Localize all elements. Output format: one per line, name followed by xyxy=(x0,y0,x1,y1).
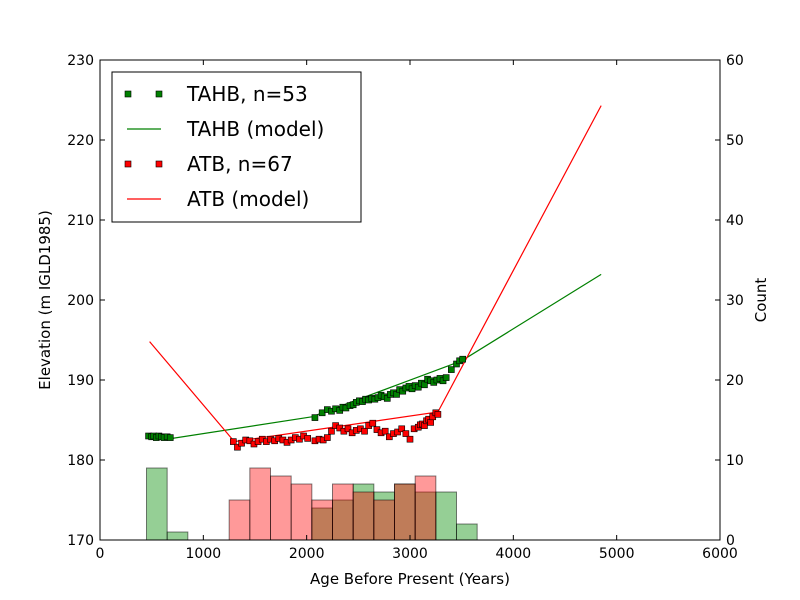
x-tick-label: 6000 xyxy=(702,546,738,562)
model-line xyxy=(149,273,602,440)
histogram-bar xyxy=(456,523,478,541)
x-tick-label: 4000 xyxy=(496,546,532,562)
histogram-bar xyxy=(146,467,168,541)
legend: TAHB, n=53 TAHB (model) ATB, n=67 ATB (mode… xyxy=(111,71,362,223)
histogram-bar xyxy=(166,531,189,541)
axes-layer: 0 1000 2000 3000 4000 5000 6000170180190200210… xyxy=(67,53,744,562)
data-point xyxy=(230,438,237,445)
y-tick-label: 180 xyxy=(67,453,94,469)
data-point xyxy=(166,434,174,441)
legend-marker xyxy=(155,90,163,98)
y2-tick-label: 10 xyxy=(726,453,744,469)
histogram-bar xyxy=(352,491,375,541)
data-point xyxy=(406,435,414,443)
y-tick-label: 220 xyxy=(67,133,94,149)
y2-tick-label: 50 xyxy=(726,133,744,149)
legend-marker xyxy=(124,160,132,168)
histogram-bar xyxy=(394,483,416,541)
x-tick-label: 1000 xyxy=(186,546,222,562)
histogram-bar xyxy=(270,475,292,541)
legend-label: TAHB (model) xyxy=(186,117,324,141)
histogram-bar xyxy=(290,483,313,541)
data-point xyxy=(311,414,319,421)
histogram-bar xyxy=(332,483,354,541)
data-point xyxy=(328,427,335,435)
data-point xyxy=(402,430,410,437)
y2-tick-label: 20 xyxy=(726,373,744,389)
legend-marker xyxy=(155,160,163,168)
y-tick-label: 210 xyxy=(67,213,94,229)
data-point xyxy=(442,374,450,381)
x-tick-label: 3000 xyxy=(392,546,428,562)
y-axis-label: Elevation (m IGLD1985) xyxy=(36,210,54,390)
x-axis-label: Age Before Present (Years) xyxy=(310,570,510,588)
histogram-bar xyxy=(311,499,334,541)
x-tick-label: 0 xyxy=(96,546,105,562)
data-point xyxy=(369,419,377,427)
y-tick-label: 200 xyxy=(67,293,94,309)
points-layer xyxy=(145,355,467,451)
x-tick-label: 2000 xyxy=(289,546,325,562)
data-point xyxy=(304,435,312,442)
data-point xyxy=(421,381,428,389)
x-tick-label: 5000 xyxy=(599,546,635,562)
histogram-layer xyxy=(146,467,478,541)
y2-tick-label: 60 xyxy=(726,53,744,69)
y2-axis-label: Count xyxy=(752,278,770,323)
data-point xyxy=(234,443,241,451)
legend-box xyxy=(111,71,362,223)
y-tick-label: 170 xyxy=(67,533,94,549)
histogram-bar xyxy=(414,475,437,541)
y-tick-label: 190 xyxy=(67,373,94,389)
y2-tick-label: 40 xyxy=(726,213,744,229)
y2-tick-label: 30 xyxy=(726,293,744,309)
data-point xyxy=(448,366,455,373)
data-point xyxy=(324,434,331,441)
data-point xyxy=(361,427,368,435)
y-tick-label: 230 xyxy=(67,53,94,69)
histogram-bar xyxy=(435,491,458,541)
data-point xyxy=(459,355,467,363)
legend-label: ATB (model) xyxy=(187,187,309,211)
data-point xyxy=(427,419,434,426)
data-point xyxy=(434,411,442,418)
legend-label: TAHB, n=53 xyxy=(186,82,308,106)
histogram-bar xyxy=(228,499,251,541)
y2-tick-label: 0 xyxy=(726,533,735,549)
data-point xyxy=(398,425,406,433)
legend-label: ATB, n=67 xyxy=(187,152,293,176)
histogram-bar xyxy=(373,499,396,541)
legend-marker xyxy=(124,90,132,98)
data-point xyxy=(344,425,352,433)
data-point xyxy=(381,427,389,435)
histogram-bar xyxy=(249,467,271,541)
